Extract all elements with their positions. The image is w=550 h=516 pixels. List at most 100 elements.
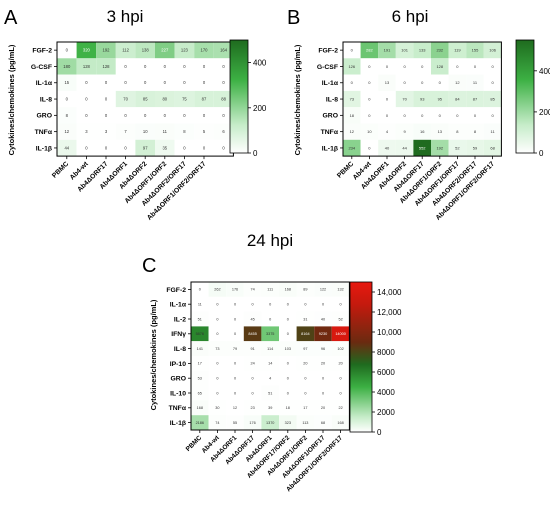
heatmap-cell	[174, 58, 195, 75]
heatmap-cell	[194, 90, 214, 108]
cell-value-label: 0	[216, 317, 218, 321]
row-label: IL-1α	[322, 80, 339, 87]
cell-value-label: 17	[303, 406, 307, 410]
cell-value-label: 74	[215, 421, 219, 425]
heatmap-cell	[395, 107, 414, 124]
cell-value-label: 8	[66, 113, 69, 118]
cell-value-label: 79	[233, 347, 237, 351]
cell-value-label: 68	[321, 421, 325, 425]
heatmap-cell	[57, 90, 77, 108]
cell-value-label: 0	[234, 303, 236, 307]
heatmap-cell	[279, 296, 297, 312]
cell-value-label: 18	[286, 406, 290, 410]
cell-value-label: 0	[351, 80, 354, 85]
heatmap-cell	[261, 400, 279, 416]
heatmap-cell	[213, 139, 234, 157]
cell-value-label: 44	[402, 145, 407, 150]
panel-b-title: 6 hpi	[392, 7, 429, 26]
heatmap-cell	[208, 326, 227, 342]
cell-value-label: 0	[144, 113, 147, 118]
heatmap-cell	[261, 415, 279, 430]
cell-value-label: 0	[456, 64, 459, 69]
cell-value-label: 180	[63, 64, 71, 69]
cell-value-label: 14000	[335, 332, 346, 336]
cell-value-label: 52	[455, 145, 460, 150]
cell-value-label: 0	[456, 113, 459, 118]
cell-value-label: 22	[338, 406, 342, 410]
heatmap-cell	[76, 107, 97, 124]
cell-value-label: 39	[268, 406, 272, 410]
cell-value-label: 8164	[301, 332, 309, 336]
heatmap-cell	[296, 370, 315, 386]
cell-value-label: 0	[491, 80, 494, 85]
cell-value-label: 0	[386, 96, 389, 101]
heatmap-cell	[226, 326, 244, 342]
heatmap-cell	[226, 311, 244, 327]
cell-value-label: 11	[198, 303, 202, 307]
cell-value-label: 0	[85, 113, 88, 118]
heatmap-cell	[413, 123, 431, 140]
cell-value-label: 0	[252, 377, 254, 381]
heatmap-cell	[213, 74, 234, 91]
cell-value-label: 114	[267, 347, 273, 351]
colorbar-tick-label: 8000	[377, 348, 395, 357]
colorbar	[349, 281, 373, 433]
heatmap-cell	[395, 58, 414, 75]
cell-value-label: 0	[216, 332, 218, 336]
cell-value-label: 0	[351, 48, 354, 53]
cell-value-label: 0	[368, 145, 371, 150]
heatmap-cell	[135, 58, 155, 75]
cell-value-label: 3375	[266, 332, 274, 336]
heatmap-cell	[243, 370, 262, 386]
heatmap-cell	[135, 42, 155, 59]
heatmap-cell	[466, 74, 484, 91]
heatmap-cell	[279, 415, 297, 430]
cell-value-label: 0	[124, 145, 127, 150]
cell-value-label: 191	[384, 48, 391, 53]
heatmap-cell	[261, 385, 279, 401]
panel-b-letter: B	[287, 7, 300, 29]
cell-value-label: 119	[454, 48, 461, 53]
cell-value-label: 0	[474, 64, 477, 69]
heatmap-cell	[448, 74, 467, 91]
heatmap-cell	[431, 74, 449, 91]
cell-value-label: 0	[105, 97, 108, 102]
heatmap-cell	[360, 74, 379, 91]
heatmap-cell	[208, 385, 227, 401]
cell-value-label: 0	[105, 80, 108, 85]
heatmap-cell	[279, 356, 297, 371]
cell-value-label: 44	[64, 145, 69, 150]
heatmap-cell	[331, 311, 350, 327]
cell-value-label: 0	[403, 64, 406, 69]
cell-value-label: 0	[340, 377, 342, 381]
heatmap-cell	[243, 356, 262, 371]
cell-value-label: 3	[105, 129, 108, 134]
cell-value-label: 227	[161, 48, 169, 53]
cell-value-label: 0	[216, 377, 218, 381]
cell-value-label: 1370	[266, 421, 274, 425]
heatmap-cell	[296, 400, 315, 416]
heatmap-cell	[115, 42, 136, 59]
cell-value-label: 0	[85, 145, 88, 150]
heatmap-cell	[343, 74, 361, 91]
colorbar-tick-label: 4000	[377, 388, 395, 397]
cell-value-label: 52	[338, 317, 342, 321]
heatmap-cell	[413, 90, 431, 108]
heatmap-cell	[331, 400, 350, 416]
cell-value-label: 0	[183, 145, 186, 150]
cell-value-label: 0	[144, 80, 147, 85]
cell-value-label: 155	[472, 48, 479, 53]
cell-value-label: 70	[402, 96, 407, 101]
cell-value-label: 51	[268, 391, 272, 395]
heatmap-cell	[174, 107, 195, 124]
heatmap-cell	[174, 74, 195, 91]
cell-value-label: 10	[143, 129, 148, 134]
cell-value-label: 51	[198, 317, 202, 321]
heatmap-cell	[483, 58, 502, 75]
heatmap-cell	[431, 90, 449, 108]
colorbar-tick-label: 400	[539, 67, 550, 76]
cell-value-label: 12	[350, 129, 355, 134]
heatmap-cell	[314, 370, 332, 386]
heatmap-cell	[191, 326, 209, 342]
cell-value-label: 0	[386, 64, 389, 69]
